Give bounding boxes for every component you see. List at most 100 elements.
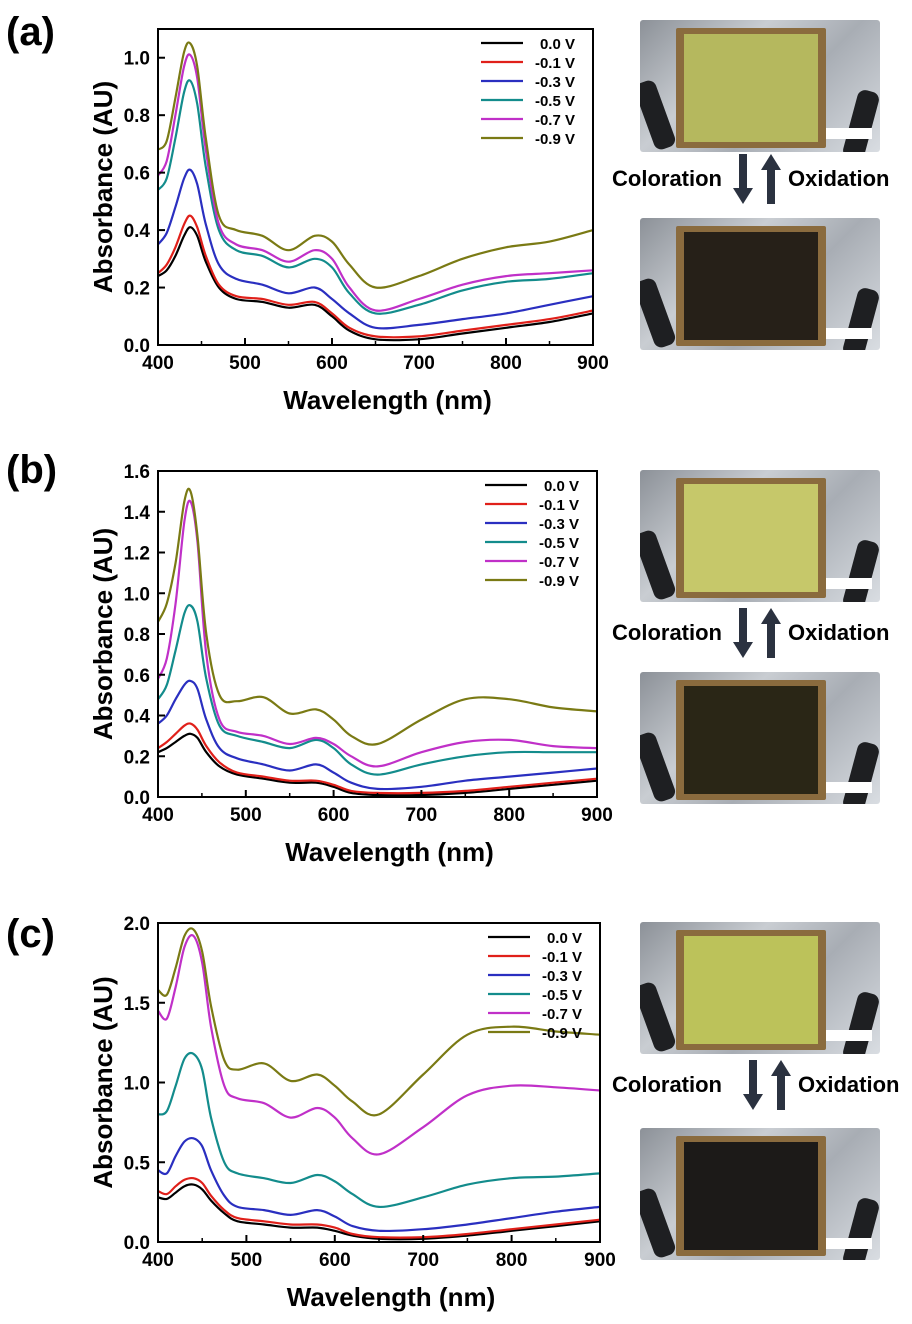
y-tick-label: 1.0 <box>124 49 150 70</box>
legend-label: -0.7 V <box>535 112 575 129</box>
y-axis-label: Absorbance (AU) <box>88 81 118 293</box>
x-tick-label: 600 <box>318 805 350 826</box>
series-line <box>157 487 598 746</box>
series-line <box>157 79 594 315</box>
y-tick-label: 0.6 <box>124 164 150 185</box>
y-tick-label: 0.8 <box>124 106 150 127</box>
legend-label: -0.7 V <box>542 1006 582 1023</box>
plot-frame <box>157 470 598 798</box>
scale-bar <box>826 1030 872 1041</box>
legend-label: -0.3 V <box>535 74 575 91</box>
x-tick-label: 900 <box>577 353 609 374</box>
y-tick-label: 1.4 <box>124 503 151 524</box>
series-line <box>157 927 601 1117</box>
legend-label: -0.9 V <box>539 573 579 590</box>
device-film-colored <box>684 232 818 340</box>
coloration-oxidation-arrows: Coloration Oxidation <box>612 1060 912 1116</box>
x-tick-label: 600 <box>319 1250 351 1271</box>
legend-label: 0.0 V <box>540 36 575 53</box>
device-film-bleached <box>684 936 818 1044</box>
legend-label: -0.3 V <box>542 968 582 985</box>
y-tick-label: 0.8 <box>124 625 150 646</box>
series-line <box>156 499 598 768</box>
x-tick-label: 700 <box>407 1250 439 1271</box>
x-axis-label: Wavelength (nm) <box>287 1282 495 1312</box>
scale-bar <box>826 782 872 793</box>
device-photo-bleached-c <box>640 922 880 1054</box>
y-axis-label: Absorbance (AU) <box>88 528 118 740</box>
series-line <box>157 168 594 330</box>
y-tick-label: 2.0 <box>124 914 150 935</box>
plot-frame <box>157 28 594 346</box>
coloration-label: Coloration <box>612 1072 722 1097</box>
series-line <box>157 722 598 795</box>
series-line <box>157 679 598 791</box>
x-tick-label: 500 <box>229 353 261 374</box>
coloration-label: Coloration <box>612 620 722 645</box>
series-line <box>157 732 598 797</box>
legend-label: 0.0 V <box>544 478 579 495</box>
x-tick-label: 600 <box>316 353 348 374</box>
y-tick-label: 0.2 <box>124 279 150 300</box>
scale-bar <box>826 128 872 139</box>
legend-label: -0.5 V <box>539 535 579 552</box>
y-tick-label: 0.4 <box>124 221 151 242</box>
scale-bar <box>826 578 872 589</box>
y-tick-label: 0.6 <box>124 666 150 687</box>
legend-label: -0.5 V <box>542 987 582 1004</box>
y-tick-label: 1.6 <box>124 462 150 483</box>
x-tick-label: 400 <box>142 1250 174 1271</box>
series-line <box>157 1176 601 1239</box>
oxidation-label: Oxidation <box>788 620 890 645</box>
absorbance-chart-c: 400 500 600 700 800 900 0.0 0.5 1.0 1.5 2.0 Wavelen… <box>88 914 616 1312</box>
y-tick-label: 1.0 <box>124 1074 150 1095</box>
y-tick-label: 1.5 <box>124 994 151 1015</box>
series-line <box>157 1051 601 1209</box>
x-tick-label: 800 <box>496 1250 528 1271</box>
panel-a: (a) 400 500 600 700 800 900 0.0 0.2 0.4 0.6 0.8 1.0… <box>0 0 912 440</box>
arrow-down-icon <box>733 608 753 658</box>
oxidation-label: Oxidation <box>798 1072 900 1097</box>
y-tick-label: 0.0 <box>124 788 150 809</box>
series-line <box>157 604 597 776</box>
scale-bar <box>826 1238 872 1249</box>
y-tick-label: 1.2 <box>124 544 150 565</box>
panel-b: (b) 400 500 600 700 800 900 0.0 0.2 0.4 0.6 0.8 1.0… <box>0 440 912 880</box>
legend-label: -0.9 V <box>535 131 575 148</box>
y-tick-label: 0.5 <box>124 1153 151 1174</box>
x-tick-label: 500 <box>231 1250 263 1271</box>
legend-label: -0.3 V <box>539 516 579 533</box>
x-tick-label: 800 <box>490 353 522 374</box>
panel-label: (b) <box>6 448 58 492</box>
device-film-bleached <box>684 34 818 142</box>
series-line <box>157 214 594 339</box>
x-tick-label: 500 <box>230 805 262 826</box>
coloration-oxidation-arrows: Coloration Oxidation <box>612 154 912 210</box>
x-tick-label: 900 <box>584 1250 616 1271</box>
device-film-colored <box>684 1142 818 1250</box>
series-line <box>157 41 594 289</box>
series-line <box>157 1136 601 1233</box>
scale-bar <box>826 328 872 339</box>
x-tick-label: 800 <box>493 805 525 826</box>
device-photo-bleached-a <box>640 20 880 152</box>
oxidation-label: Oxidation <box>788 166 890 191</box>
legend-label: -0.1 V <box>539 497 579 514</box>
legend-label: 0.0 V <box>547 930 582 947</box>
x-tick-label: 700 <box>403 353 435 374</box>
x-axis-label: Wavelength (nm) <box>285 837 493 867</box>
legend-label: -0.5 V <box>535 93 575 110</box>
y-tick-label: 0.4 <box>124 707 151 728</box>
x-axis-label: Wavelength (nm) <box>283 385 491 415</box>
panel-c: (c) 400 500 600 700 800 900 0.0 0.5 1.0 1.5 2.0 Wav… <box>0 880 912 1320</box>
panel-label: (c) <box>6 912 55 956</box>
series-line <box>157 53 594 312</box>
arrow-up-icon <box>771 1060 791 1110</box>
y-tick-label: 0.0 <box>124 1233 150 1254</box>
coloration-label: Coloration <box>612 166 722 191</box>
arrow-down-icon <box>733 154 753 204</box>
device-film-colored <box>684 686 818 794</box>
device-photo-colored-b <box>640 672 880 804</box>
y-tick-label: 1.0 <box>124 584 150 605</box>
device-photo-colored-c <box>640 1128 880 1260</box>
